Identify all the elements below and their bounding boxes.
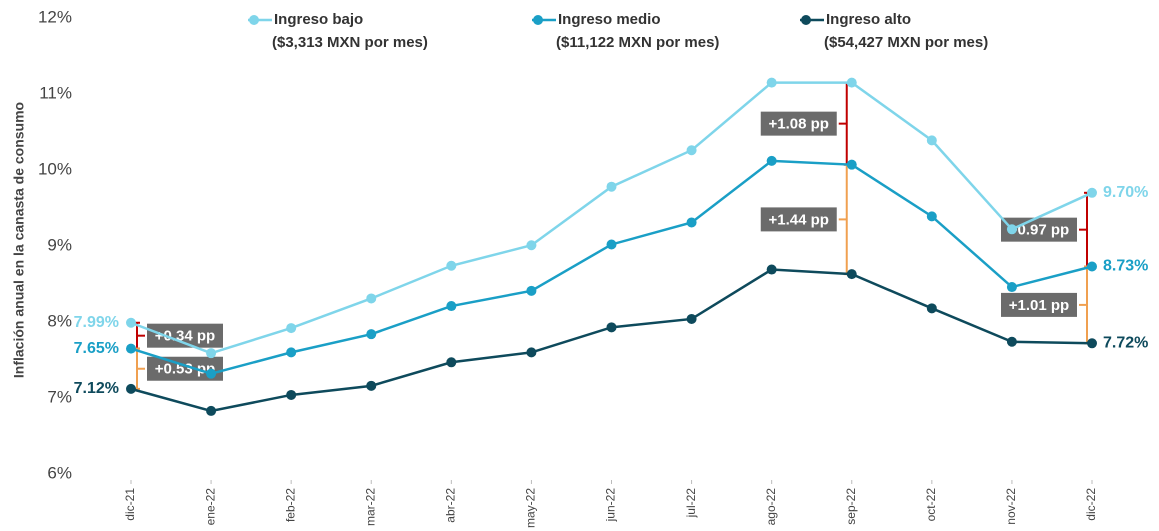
data-point [926, 135, 937, 146]
data-point [526, 240, 537, 251]
x-tick-label: nov-22 [1004, 488, 1018, 525]
data-point [286, 389, 297, 400]
data-point [206, 368, 217, 379]
data-point [1087, 338, 1097, 349]
annotation-box [760, 207, 837, 232]
value-label: 9.70% [1103, 184, 1148, 201]
y-tick-label: 12% [38, 7, 72, 26]
value-label: 7.72% [1103, 334, 1148, 351]
data-point [686, 145, 697, 156]
data-point [846, 159, 857, 170]
value-label: 7.12% [74, 380, 119, 397]
y-axis-title: Inflación anual en la canasta de consumo [11, 102, 27, 378]
series-line [130, 81, 1093, 355]
data-point [766, 264, 777, 275]
legend-marker [249, 15, 259, 25]
legend-description: ($11,122 MXN por mes) [556, 34, 719, 51]
data-point [446, 260, 457, 271]
x-tick-label: dic-21 [123, 488, 137, 521]
x-tick-label: sep-22 [844, 488, 858, 525]
x-tick-label: abr-22 [444, 488, 458, 523]
data-point [926, 303, 937, 314]
data-point [1087, 187, 1097, 198]
y-tick-label: 7% [47, 387, 72, 406]
legend-description: ($3,313 MXN por mes) [272, 34, 428, 51]
data-point [446, 357, 457, 368]
x-tick-label: dic-22 [1084, 488, 1098, 521]
x-tick-label: ene-22 [203, 488, 217, 526]
data-point [606, 181, 617, 192]
data-point [1006, 282, 1017, 293]
data-point [1006, 224, 1017, 235]
data-point [126, 343, 136, 354]
data-point [126, 383, 136, 394]
annotation-label: +1.01 pp [1009, 297, 1069, 314]
data-point [686, 217, 697, 228]
data-point [526, 347, 537, 358]
data-point [846, 77, 857, 88]
y-tick-label: 11% [39, 83, 72, 102]
data-point [1087, 261, 1097, 272]
data-point [606, 322, 617, 333]
data-point [206, 348, 217, 359]
x-tick-label: ago-22 [764, 488, 778, 526]
legend-label: Ingreso medio [558, 11, 661, 28]
x-tick-label: oct-22 [924, 488, 938, 522]
data-point [286, 347, 297, 358]
data-point [766, 77, 777, 88]
x-tick-label: jul-22 [684, 488, 698, 519]
data-point [126, 317, 136, 328]
x-tick-label: mar-22 [363, 488, 377, 526]
data-point [686, 313, 697, 324]
annotation-label: +1.08 pp [769, 116, 829, 133]
annotation-label: +0.97 pp [1009, 222, 1069, 239]
value-label: 8.73% [1103, 258, 1148, 275]
annotation-label: +0.53 pp [155, 361, 215, 378]
data-point [366, 293, 377, 304]
y-tick-label: 9% [47, 235, 72, 254]
value-label: 7.65% [74, 340, 119, 357]
series-line [130, 268, 1093, 413]
x-tick-label: jun-22 [604, 488, 618, 523]
annotation-box [760, 111, 837, 136]
x-tick-label: feb-22 [283, 488, 297, 522]
legend-label: Ingreso bajo [274, 11, 363, 28]
data-point [286, 323, 297, 334]
data-point [206, 405, 217, 416]
data-point [446, 301, 457, 312]
x-tick-label: may-22 [524, 488, 538, 528]
data-point [926, 211, 937, 222]
annotation-label: +0.34 pp [155, 328, 215, 345]
y-tick-label: 10% [38, 159, 72, 178]
value-label: 7.99% [74, 314, 119, 331]
legend-description: ($54,427 MXN por mes) [824, 34, 988, 51]
data-point [846, 269, 857, 280]
data-point [526, 285, 537, 296]
annotation-label: +1.44 pp [769, 211, 829, 228]
data-point [1006, 336, 1017, 347]
annotation-box [1001, 292, 1077, 317]
y-tick-label: 6% [47, 463, 72, 482]
legend-label: Ingreso alto [826, 11, 911, 28]
legend-marker [533, 15, 543, 25]
series-line [130, 159, 1093, 375]
legend-marker [801, 15, 811, 25]
data-point [766, 155, 777, 166]
data-point [606, 239, 617, 250]
y-tick-label: 8% [47, 311, 72, 330]
data-point [366, 329, 377, 340]
data-point [366, 380, 377, 391]
